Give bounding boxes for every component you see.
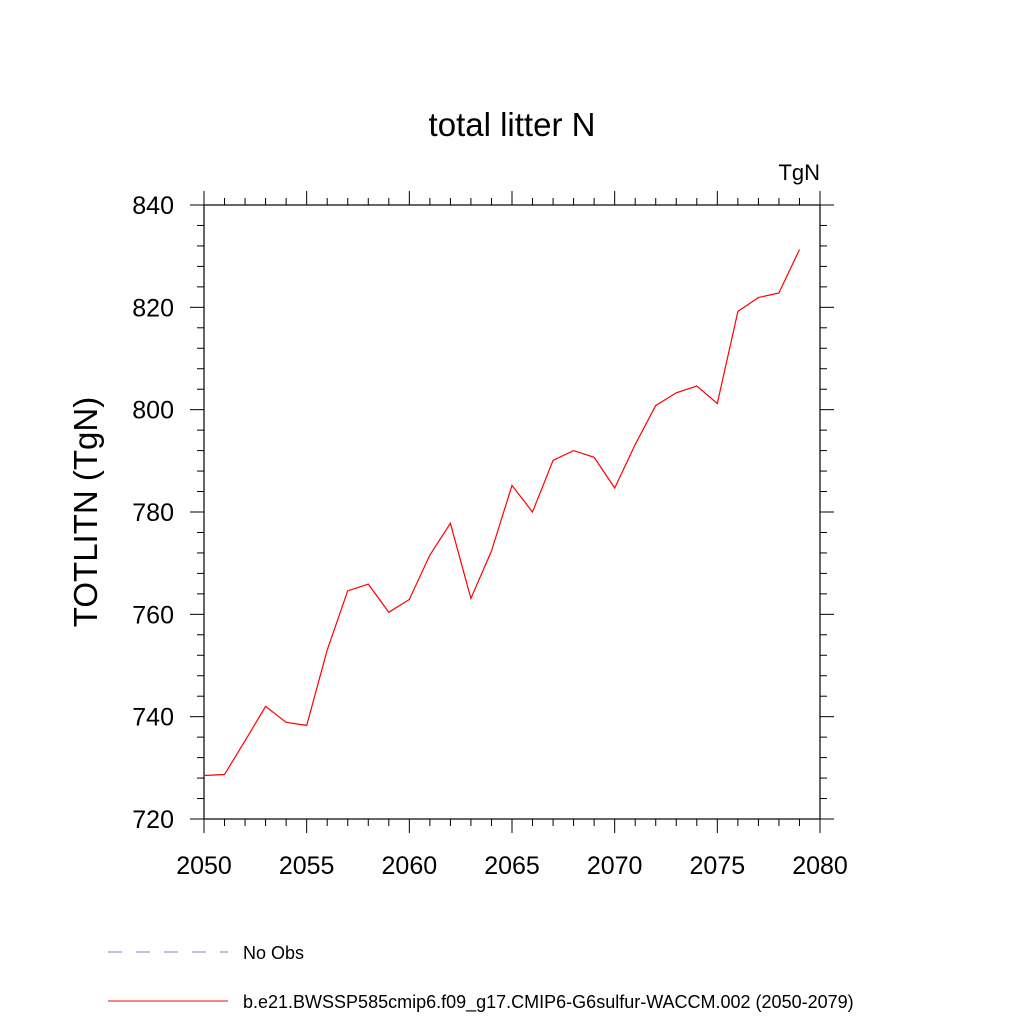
legend: No Obs b.e21.BWSSP585cmip6.f09_g17.CMIP6-… (108, 943, 854, 1013)
y-axis-label: TOTLITN (TgN) (67, 397, 104, 627)
x-tick-label: 2060 (382, 852, 438, 880)
x-tick-label: 2075 (690, 852, 746, 880)
y-tick-label: 740 (132, 704, 174, 732)
x-tick-label: 2070 (587, 852, 643, 880)
y-tick-label: 720 (132, 806, 174, 834)
plot-frame (203, 204, 821, 820)
y-tick-label: 780 (132, 499, 174, 527)
y-tick-label: 760 (132, 601, 174, 629)
x-tick-label: 2050 (176, 852, 232, 880)
plot-axes: 2050 2055 2060 2065 2070 2075 2080 720 740 760 780… (132, 191, 848, 880)
chart-title: total litter N (429, 106, 596, 143)
y-tick-label: 800 (132, 397, 174, 425)
y-tick-label: 840 (132, 192, 174, 220)
series-line (203, 249, 801, 777)
units-label: TgN (778, 160, 820, 185)
y-tick-label: 820 (132, 294, 174, 322)
x-tick-label: 2065 (484, 852, 540, 880)
x-tick-label: 2080 (792, 852, 848, 880)
legend-label: No Obs (243, 943, 304, 963)
series-layer (203, 249, 801, 777)
x-tick-label: 2055 (279, 852, 335, 880)
legend-label: b.e21.BWSSP585cmip6.f09_g17.CMIP6-G6sulf… (243, 992, 854, 1013)
